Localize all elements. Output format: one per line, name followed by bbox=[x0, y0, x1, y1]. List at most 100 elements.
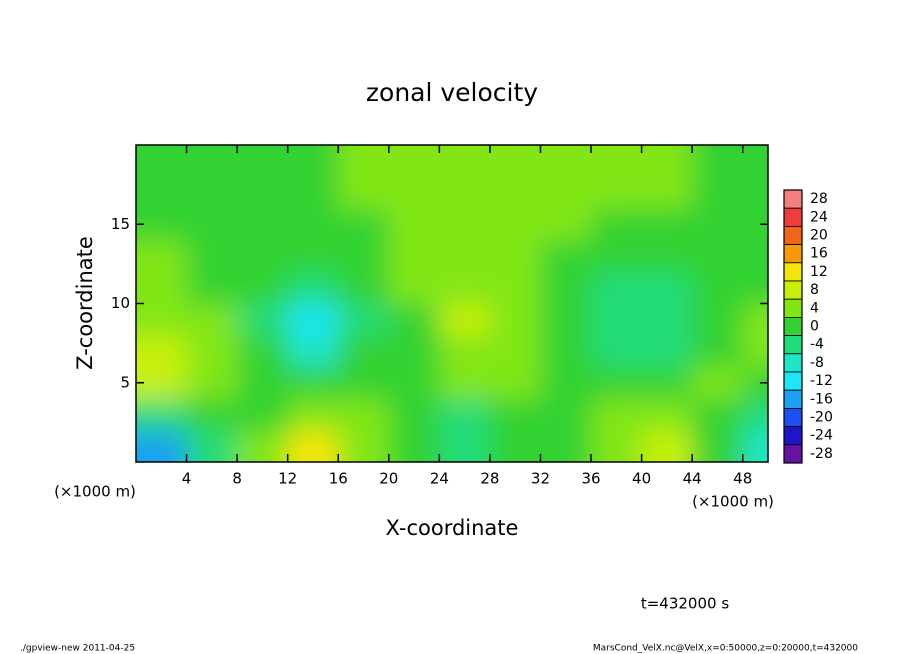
colorbar-label: -20 bbox=[810, 410, 833, 426]
colorbar-box bbox=[783, 407, 803, 427]
x-tick-label: 32 bbox=[531, 470, 550, 488]
x-axis-label: X-coordinate bbox=[386, 516, 519, 540]
cell bbox=[641, 335, 693, 368]
cell bbox=[237, 176, 289, 209]
y-tick-label: 5 bbox=[120, 373, 130, 391]
cell bbox=[692, 145, 744, 178]
cell bbox=[489, 366, 541, 400]
cell bbox=[489, 176, 541, 209]
field bbox=[136, 145, 768, 462]
annotation: t=432000 s bbox=[641, 595, 729, 613]
cell bbox=[136, 366, 188, 400]
cell bbox=[136, 271, 188, 304]
cell bbox=[439, 176, 491, 209]
cell bbox=[136, 208, 188, 241]
colorbar-label: 28 bbox=[810, 191, 828, 207]
cell bbox=[388, 398, 440, 431]
cell bbox=[641, 303, 693, 336]
colorbar-box bbox=[783, 426, 803, 446]
cell bbox=[388, 145, 440, 178]
cell bbox=[439, 430, 491, 462]
cell bbox=[742, 176, 768, 209]
cell bbox=[338, 366, 390, 400]
colorbar-label: 0 bbox=[810, 319, 819, 335]
colorbar-label: 12 bbox=[810, 264, 828, 280]
cell bbox=[591, 335, 643, 368]
cell bbox=[489, 240, 541, 273]
y-axis-label: Z-coordinate bbox=[73, 236, 97, 370]
cell bbox=[136, 398, 188, 431]
cell bbox=[439, 240, 491, 273]
cell bbox=[338, 335, 390, 368]
colorbar-label: 24 bbox=[810, 209, 828, 225]
cell bbox=[742, 430, 768, 462]
cell bbox=[388, 430, 440, 462]
footer-right: MarsCond_VelX.nc@VelX,x=0:50000,z=0:2000… bbox=[593, 644, 858, 654]
cell bbox=[489, 208, 541, 241]
cell bbox=[388, 366, 440, 400]
cell bbox=[338, 303, 390, 336]
cell bbox=[591, 366, 643, 400]
cell bbox=[237, 398, 289, 431]
colorbar-label: -12 bbox=[810, 373, 833, 389]
cell bbox=[742, 271, 768, 304]
cell bbox=[439, 398, 491, 431]
cell bbox=[388, 335, 440, 368]
cell bbox=[338, 240, 390, 273]
cell bbox=[591, 145, 643, 178]
cell bbox=[540, 430, 592, 462]
cell bbox=[540, 303, 592, 336]
cell bbox=[287, 430, 339, 462]
cell bbox=[186, 145, 238, 178]
cell bbox=[287, 366, 339, 400]
cell bbox=[338, 430, 390, 462]
cell bbox=[540, 398, 592, 431]
cell bbox=[489, 271, 541, 304]
cell bbox=[591, 303, 643, 336]
cell bbox=[641, 176, 693, 209]
y-tick-label: 10 bbox=[111, 294, 130, 312]
cell bbox=[287, 240, 339, 273]
cell bbox=[692, 366, 744, 400]
cell bbox=[641, 430, 693, 462]
cell bbox=[439, 335, 491, 368]
colorbar-label: -8 bbox=[810, 355, 824, 371]
colorbar-frame bbox=[783, 189, 803, 464]
cell bbox=[692, 208, 744, 241]
cell bbox=[237, 303, 289, 336]
colorbar-box bbox=[783, 353, 803, 373]
colorbar-box bbox=[783, 280, 803, 300]
cell bbox=[237, 271, 289, 304]
cell bbox=[186, 176, 238, 209]
cell bbox=[186, 240, 238, 273]
cell bbox=[186, 335, 238, 368]
cell bbox=[287, 303, 339, 336]
cell bbox=[287, 398, 339, 431]
x-tick-label: 36 bbox=[581, 470, 600, 488]
cell bbox=[591, 240, 643, 273]
cell bbox=[742, 240, 768, 273]
cell bbox=[591, 176, 643, 209]
cell bbox=[439, 303, 491, 336]
colorbar-box bbox=[783, 189, 803, 209]
cells bbox=[136, 145, 768, 462]
colorbar-box bbox=[783, 225, 803, 245]
colorbar-label: 16 bbox=[810, 246, 828, 262]
footer-left: ./gpview-new 2011-04-25 bbox=[20, 644, 135, 654]
x-tick-label: 16 bbox=[329, 470, 348, 488]
cell bbox=[338, 176, 390, 209]
chart-title: zonal velocity bbox=[366, 78, 538, 107]
cell bbox=[641, 398, 693, 431]
cell bbox=[287, 176, 339, 209]
cell bbox=[287, 145, 339, 178]
cell bbox=[388, 303, 440, 336]
cell bbox=[540, 176, 592, 209]
colorbar-box bbox=[783, 335, 803, 355]
cell bbox=[692, 398, 744, 431]
colorbar-label: -24 bbox=[810, 428, 833, 444]
cell bbox=[136, 176, 188, 209]
cell bbox=[641, 366, 693, 400]
colorbar-box bbox=[783, 371, 803, 391]
